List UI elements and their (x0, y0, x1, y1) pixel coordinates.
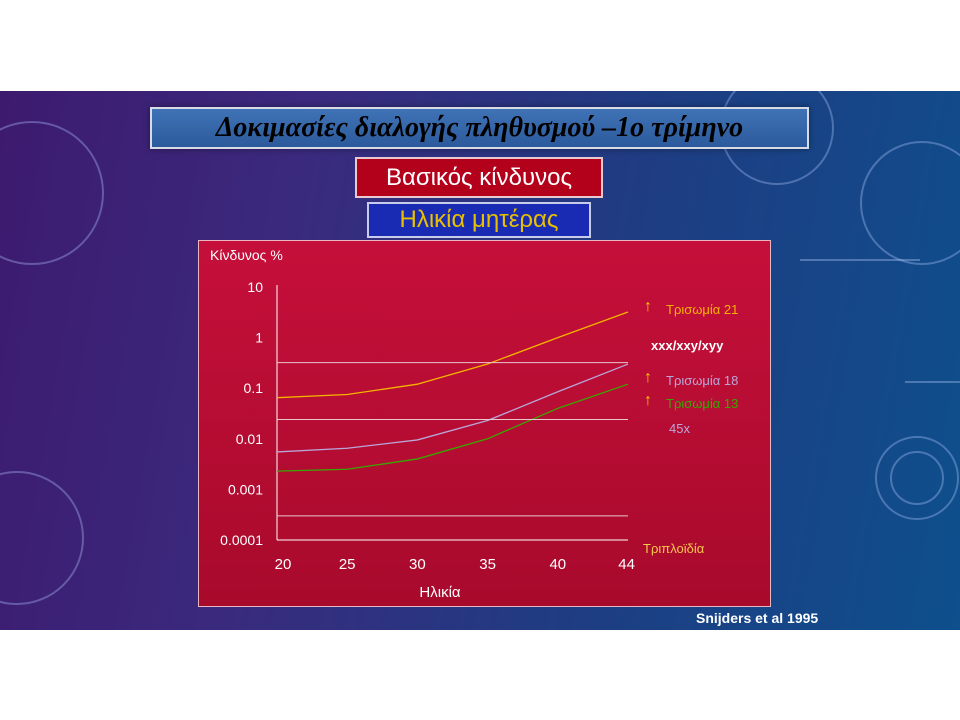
risk-by-age-chart: Κίνδυνος % Ηλικία 10 1 0.1 0.01 0.001 0.0001 20 2… (210, 247, 738, 601)
y-tick-label: 0.1 (244, 380, 264, 396)
series-arrow: ↑ (644, 392, 652, 409)
x-tick-label: 35 (479, 556, 496, 573)
y-tick-label: 0.01 (236, 431, 263, 447)
series-label-xxx_label: xxx/xxy/xyy (651, 338, 724, 353)
slide-title: Δοκιμασίες διαλογής πληθυσμού –1ο τρίμην… (150, 107, 809, 149)
series-arrow: ↑ (644, 369, 652, 386)
y-tick-label: 0.001 (228, 481, 263, 497)
series-arrow: ↑ (644, 298, 652, 315)
y-tick-label: 10 (247, 279, 263, 295)
x-tick-label: 25 (339, 556, 356, 573)
x-axis-label: Ηλικία (419, 584, 460, 601)
decorative-line (800, 259, 920, 261)
series-line-trisomy18 (276, 363, 629, 453)
maternal-age-label: Ηλικία μητέρας (367, 202, 591, 238)
y-tick-label: 0.0001 (220, 532, 263, 548)
baseline-risk-label: Βασικός κίνδυνος (355, 157, 603, 198)
x-tick-label: 40 (549, 556, 566, 573)
series-label-triploidy_label: Τριπλοϊδία (643, 541, 705, 556)
series-label-trisomy13: Τρισωμία 13 (666, 396, 738, 411)
series-line-trisomy13 (276, 383, 629, 472)
decorative-ring (875, 436, 959, 520)
y-axis-label: Κίνδυνος % (210, 247, 283, 263)
decorative-ring (890, 451, 944, 505)
series-label-x45_label: 45x (669, 421, 690, 436)
chart-panel (198, 240, 771, 607)
x-tick-label: 30 (409, 556, 426, 573)
series-label-trisomy18: Τρισωμία 18 (666, 373, 738, 388)
source-citation: Snijders et al 1995 (696, 610, 819, 626)
decorative-line (905, 381, 960, 383)
series-line-trisomy21 (276, 311, 629, 399)
x-tick-label: 20 (275, 556, 292, 573)
series-label-trisomy21: Τρισωμία 21 (666, 302, 738, 317)
y-tick-label: 1 (255, 330, 263, 346)
x-tick-label: 44 (618, 556, 635, 573)
decorative-ring (0, 121, 104, 265)
decorative-ring (0, 471, 84, 605)
decorative-ring (860, 141, 960, 265)
